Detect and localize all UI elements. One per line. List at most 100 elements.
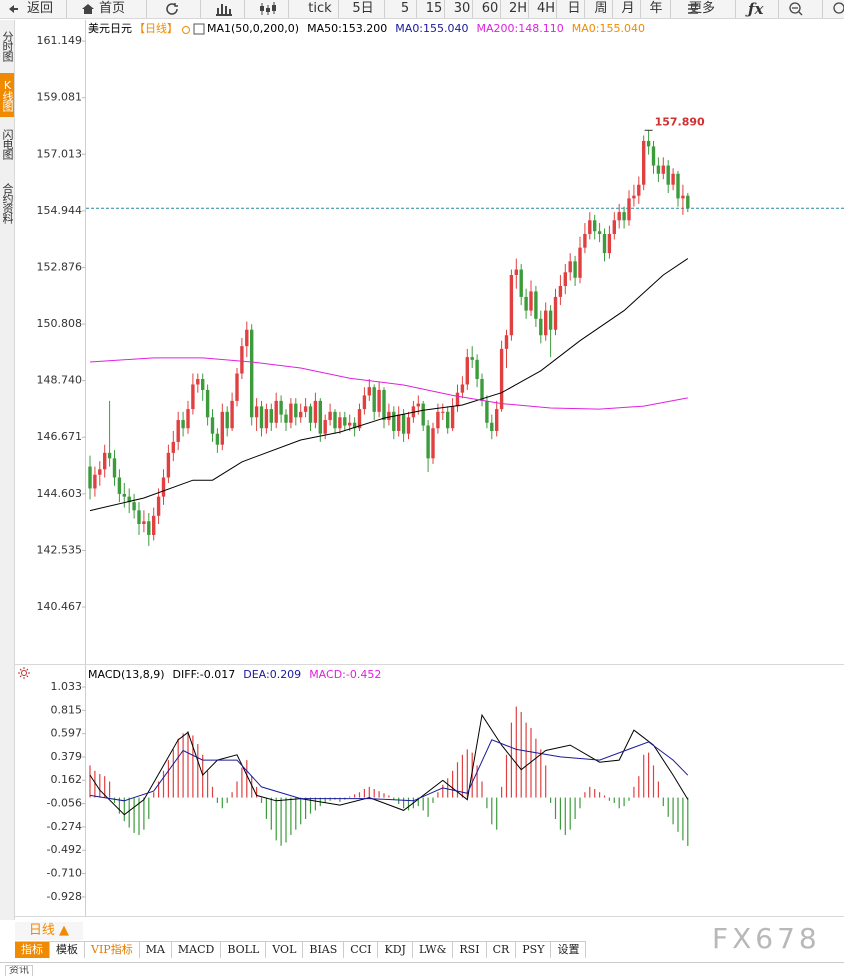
- sidebar-tab[interactable]: K线图: [0, 73, 14, 117]
- y-tick-label: 140.467: [37, 600, 83, 613]
- macd-icon[interactable]: [18, 667, 30, 679]
- candle-body: [186, 409, 190, 429]
- y-tick-label: 148.740: [37, 374, 83, 387]
- toolbar-separator: [500, 0, 501, 18]
- candle-body: [460, 384, 465, 393]
- candle-body: [230, 400, 234, 429]
- fx-icon[interactable]: ƒx: [745, 0, 764, 18]
- news-tab[interactable]: 资讯: [5, 965, 33, 976]
- candle-body: [367, 387, 371, 396]
- toolbar-button[interactable]: 4H: [536, 1, 556, 16]
- toolbar-separator: [584, 0, 585, 18]
- toolbar-button[interactable]: 返回: [26, 1, 53, 16]
- indicator-line: [89, 357, 688, 410]
- candle-body: [544, 310, 548, 336]
- candle-body: [250, 329, 254, 418]
- indicator-tab[interactable]: 指标: [15, 942, 50, 958]
- candle-body: [338, 417, 342, 429]
- candle-body: [514, 269, 518, 276]
- candle-body: [568, 261, 572, 273]
- candle-body: [88, 466, 92, 489]
- candle-body: [112, 458, 117, 478]
- indicator-line: [89, 739, 689, 802]
- indicator-tab[interactable]: BOLL: [221, 942, 267, 958]
- toolbar-button[interactable]: 首页: [98, 1, 125, 16]
- toolbar-button[interactable]: 周: [594, 1, 608, 16]
- toolbar-button[interactable]: 日: [567, 1, 581, 16]
- toolbar-separator: [200, 0, 201, 18]
- high-label: 157.890: [655, 115, 705, 128]
- toolbar-button[interactable]: 15: [425, 1, 443, 16]
- legend-item: MA1(50,0,200,0): [207, 22, 299, 35]
- indicator-tab[interactable]: MACD: [172, 942, 222, 958]
- indicator-tab[interactable]: VIP指标: [85, 942, 140, 958]
- candle-body: [612, 220, 616, 234]
- back-icon[interactable]: [9, 5, 18, 13]
- zoom-out-icon[interactable]: [792, 7, 803, 16]
- toolbar-button[interactable]: 2H: [508, 1, 528, 16]
- candle-body: [519, 269, 523, 297]
- candle-body: [558, 285, 563, 297]
- separator: [0, 962, 844, 963]
- candle-body: [436, 411, 440, 429]
- candle-body: [176, 420, 180, 442]
- indicator-tab[interactable]: VOL: [266, 942, 304, 958]
- candle-body: [279, 400, 283, 415]
- refresh-icon[interactable]: [166, 3, 178, 15]
- candle-body: [93, 474, 97, 489]
- toolbar-button[interactable]: 30: [453, 1, 471, 16]
- indicator-tab[interactable]: PSY: [516, 942, 552, 958]
- toolbar-separator: [640, 0, 641, 18]
- candle-body: [431, 428, 435, 459]
- zoom-in-icon[interactable]: [833, 2, 844, 14]
- chart-icon[interactable]: [216, 4, 232, 16]
- y-tick-label: 150.808: [37, 317, 83, 330]
- period-selector[interactable]: 日线 ▲: [15, 922, 83, 940]
- toolbar-button[interactable]: 5: [400, 1, 410, 16]
- candle-body: [387, 411, 391, 421]
- toolbar-button[interactable]: 年: [649, 1, 663, 16]
- toolbar-button[interactable]: 月: [621, 1, 635, 16]
- candle-body: [299, 411, 303, 418]
- indicator-tab[interactable]: BIAS: [303, 942, 345, 958]
- indicator-tab[interactable]: CCI: [344, 942, 379, 958]
- toolbar-separator: [244, 0, 245, 18]
- toolbar-button[interactable]: 60: [481, 1, 499, 16]
- candle-body: [450, 406, 455, 429]
- indicator-tab[interactable]: LW&: [413, 942, 454, 958]
- candle-icon[interactable]: [272, 5, 276, 11]
- more-icon[interactable]: [688, 4, 698, 14]
- y-tick-label: 144.603: [37, 487, 83, 500]
- candle-body: [357, 409, 362, 429]
- sidebar-tab[interactable]: 闪电图: [1, 129, 14, 159]
- candle-body: [470, 357, 474, 360]
- indicator-tab[interactable]: KDJ: [378, 942, 413, 958]
- candle-body: [548, 310, 553, 330]
- toolbar-separator: [416, 0, 417, 18]
- toolbar-separator: [384, 0, 385, 18]
- sidebar-tab[interactable]: 合约资料: [1, 183, 14, 223]
- toolbar-separator: [66, 0, 67, 18]
- candle-body: [318, 400, 322, 434]
- candle-body: [235, 373, 239, 401]
- indicator-tab[interactable]: MA: [140, 942, 172, 958]
- legend-item: MACD:-0.452: [309, 668, 381, 681]
- candle-body: [352, 422, 357, 429]
- indicator-tab[interactable]: 设置: [551, 942, 587, 958]
- toolbar-button[interactable]: tick: [308, 1, 332, 16]
- indicator-tab[interactable]: 模板: [50, 942, 85, 958]
- candle-body: [225, 411, 229, 429]
- sidebar-tab[interactable]: 分时图: [1, 31, 14, 61]
- home-icon[interactable]: [82, 4, 94, 14]
- indicator-tab[interactable]: CR: [487, 942, 517, 958]
- indicator-tab[interactable]: RSI: [453, 942, 487, 958]
- candle-body: [573, 261, 577, 278]
- toolbar-button[interactable]: 5日: [352, 1, 374, 16]
- toolbar-separator: [472, 0, 473, 18]
- chart-subtitle: 【日线】: [134, 21, 178, 35]
- candle-body: [294, 403, 298, 418]
- ma-icon: [193, 23, 205, 35]
- y-tick-label: 157.013: [37, 147, 83, 160]
- y-tick-label: 142.535: [37, 543, 83, 556]
